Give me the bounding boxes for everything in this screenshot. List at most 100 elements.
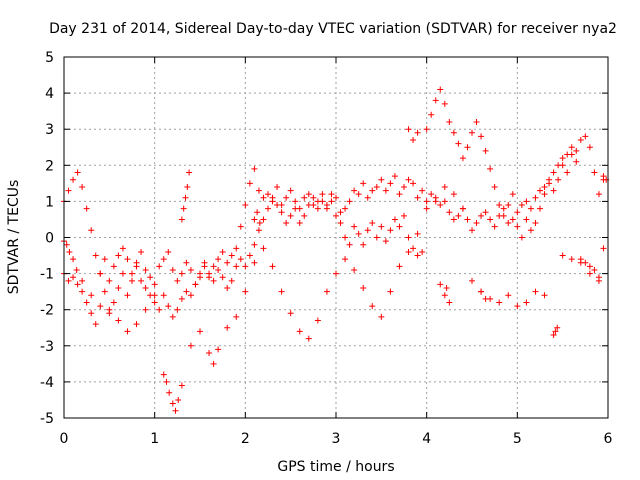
data-point	[305, 191, 312, 198]
data-point	[396, 191, 403, 198]
axis-ticks: 0 1 2 3 4 5 6 5 4 3 2 1 0 -1 -2 -3 -4 -5	[40, 50, 613, 447]
x-tick-label: 2	[241, 431, 250, 447]
data-point	[246, 252, 253, 259]
data-point	[192, 281, 199, 288]
data-point	[333, 194, 339, 201]
data-point	[110, 299, 117, 306]
data-point	[337, 209, 344, 216]
data-point	[428, 111, 435, 118]
data-point	[237, 256, 244, 263]
data-point	[491, 223, 498, 230]
data-point	[106, 277, 113, 284]
data-point	[92, 321, 99, 328]
data-point	[269, 194, 276, 201]
data-point	[441, 198, 448, 205]
data-point	[79, 288, 86, 295]
data-point	[423, 126, 430, 133]
data-point	[215, 256, 222, 263]
data-point	[251, 216, 258, 223]
data-point	[65, 277, 72, 284]
data-point	[382, 187, 389, 194]
data-point	[577, 259, 584, 266]
data-point	[500, 205, 507, 212]
data-point	[328, 198, 335, 205]
data-point	[391, 216, 398, 223]
data-point	[88, 310, 95, 317]
data-point	[428, 191, 435, 198]
y-tick-label: 0	[45, 231, 54, 247]
data-point	[182, 194, 189, 201]
data-point	[373, 234, 380, 241]
data-point	[233, 263, 240, 270]
data-point	[600, 173, 607, 180]
data-point	[450, 216, 457, 223]
data-point	[342, 234, 349, 241]
data-point	[441, 183, 448, 190]
data-point	[478, 212, 485, 219]
data-point	[79, 277, 86, 284]
data-point	[129, 277, 135, 284]
data-point	[156, 306, 163, 313]
data-point	[115, 285, 122, 292]
data-point	[591, 169, 598, 176]
data-point	[165, 303, 172, 310]
data-point	[564, 169, 571, 176]
data-point	[487, 216, 494, 223]
data-point	[373, 183, 380, 190]
data-point	[301, 212, 308, 219]
data-point	[97, 270, 104, 277]
data-point	[92, 252, 99, 259]
data-point	[151, 281, 158, 288]
data-point	[228, 277, 235, 284]
data-point	[165, 248, 172, 255]
data-point	[183, 288, 190, 295]
data-point	[355, 230, 362, 237]
data-point	[396, 223, 403, 230]
data-point	[237, 223, 244, 230]
data-point	[251, 259, 258, 266]
y-tick-label: -1	[40, 267, 54, 283]
data-point	[301, 194, 308, 201]
data-point	[242, 288, 249, 295]
data-point	[314, 317, 321, 324]
data-point	[255, 187, 262, 194]
data-point	[410, 180, 417, 187]
data-point	[523, 198, 530, 205]
data-point	[532, 288, 539, 295]
data-point	[446, 209, 453, 216]
data-point	[396, 263, 403, 270]
data-point	[414, 194, 421, 201]
data-point	[337, 220, 344, 227]
data-point	[450, 129, 457, 136]
data-point	[591, 266, 598, 273]
data-point	[106, 310, 113, 317]
data-point	[552, 328, 559, 335]
data-point	[228, 252, 235, 259]
data-point	[505, 292, 512, 299]
data-point	[246, 180, 253, 187]
data-point	[260, 245, 267, 252]
data-point	[215, 266, 222, 273]
data-point	[505, 220, 512, 227]
data-point	[65, 187, 72, 194]
data-point	[296, 220, 303, 227]
data-point	[260, 194, 267, 201]
y-tick-label: -3	[40, 339, 54, 355]
data-point	[242, 263, 249, 270]
data-point	[469, 277, 475, 284]
data-point	[550, 331, 557, 338]
data-point	[160, 292, 167, 299]
data-point	[346, 198, 353, 205]
data-point	[505, 202, 512, 209]
data-point	[419, 187, 426, 194]
data-point	[97, 303, 104, 310]
data-point	[550, 187, 557, 194]
data-point	[101, 288, 108, 295]
data-point	[514, 303, 521, 310]
data-point	[500, 212, 507, 219]
data-point	[441, 100, 448, 107]
data-point	[283, 220, 290, 227]
data-point	[175, 396, 182, 403]
data-point	[88, 227, 95, 234]
data-point	[206, 274, 213, 281]
